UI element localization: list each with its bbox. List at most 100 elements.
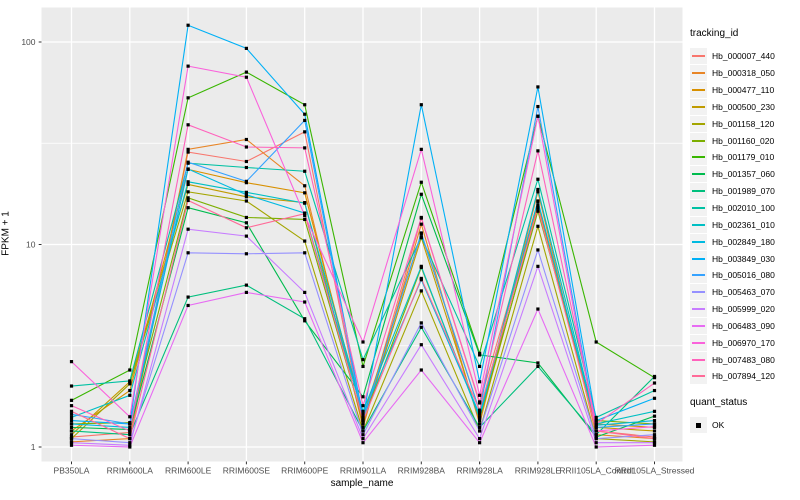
data-point	[303, 191, 307, 195]
data-point	[303, 290, 307, 295]
data-point	[419, 235, 423, 239]
axis-ticks	[38, 41, 655, 465]
data-point	[303, 251, 307, 255]
legend-quant-status: quant_status OK	[690, 397, 800, 434]
legend-entry-Hb_007483_080: Hb_007483_080	[690, 351, 800, 368]
data-point	[419, 231, 423, 235]
data-point	[652, 422, 657, 426]
data-point	[419, 180, 423, 184]
legend-label: Hb_001179_010	[712, 152, 775, 163]
panel-background	[41, 7, 683, 462]
data-point	[186, 227, 190, 231]
data-point	[478, 412, 482, 416]
data-point	[361, 340, 365, 344]
data-point	[186, 196, 190, 200]
legend-entry-Hb_001179_010: Hb_001179_010	[690, 149, 800, 166]
data-point	[594, 445, 598, 449]
data-point	[303, 317, 307, 321]
legend-entry-Hb_005999_020: Hb_005999_020	[690, 301, 800, 318]
data-point	[186, 147, 190, 151]
data-point	[419, 103, 423, 107]
data-point	[536, 248, 540, 252]
x-tick-label: RRIM928BA	[398, 466, 446, 476]
data-point	[361, 437, 365, 441]
y-tick-label: 100	[21, 37, 35, 47]
data-point	[536, 114, 540, 118]
legend-color-line	[692, 55, 705, 58]
x-tick-label: RRIM928LE	[515, 466, 562, 476]
data-point	[244, 221, 248, 225]
data-point	[303, 112, 307, 116]
data-point	[303, 319, 307, 323]
data-point	[478, 422, 482, 426]
data-point	[186, 96, 190, 100]
data-point	[69, 404, 74, 408]
data-point	[244, 252, 248, 256]
data-point	[303, 217, 307, 222]
legend-label: Hb_006970_170	[712, 337, 775, 348]
data-point	[594, 441, 598, 445]
data-point	[69, 429, 74, 433]
legend-label: Hb_005016_080	[712, 270, 775, 281]
legend-entry-Hb_000477_110: Hb_000477_110	[690, 82, 800, 99]
legend-label: Hb_005463_070	[712, 287, 775, 298]
legend-entry-Hb_005016_080: Hb_005016_080	[690, 267, 800, 284]
data-point	[69, 425, 74, 429]
data-point	[478, 364, 482, 369]
data-point	[536, 206, 540, 210]
data-point	[536, 203, 540, 207]
legend-key	[690, 250, 707, 267]
legend-color-line	[692, 89, 705, 92]
data-point	[303, 130, 307, 134]
data-point	[69, 412, 74, 416]
legend-color-line	[692, 72, 705, 75]
legend-entry-ok: OK	[690, 417, 800, 434]
data-point	[361, 358, 365, 362]
data-point	[303, 103, 307, 107]
legend-entry-Hb_006970_170: Hb_006970_170	[690, 334, 800, 351]
data-point	[419, 289, 423, 293]
data-point	[594, 433, 598, 437]
data-point	[186, 160, 190, 164]
legend-entry-Hb_001989_070: Hb_001989_070	[690, 183, 800, 200]
legend-key	[690, 417, 707, 434]
x-tick-label: RRIM600PE	[281, 466, 329, 476]
data-point	[244, 199, 248, 203]
legend-color-line	[692, 173, 705, 176]
data-point	[478, 425, 482, 429]
data-point	[361, 429, 365, 433]
data-point	[69, 384, 74, 388]
x-tick-label: RRIM600SE	[223, 466, 271, 476]
data-point	[244, 226, 248, 230]
x-tick-label: RRIM600LE	[165, 466, 212, 476]
data-point	[652, 396, 657, 400]
data-point	[303, 169, 307, 173]
data-point	[419, 276, 423, 281]
data-point	[419, 343, 423, 347]
data-point	[69, 433, 74, 437]
x-tick-label: RRIM600LA	[107, 466, 154, 476]
legend-entry-Hb_007894_120: Hb_007894_120	[690, 368, 800, 385]
data-point	[186, 123, 190, 127]
legend-entry-Hb_003849_030: Hb_003849_030	[690, 250, 800, 267]
legend-color-line	[692, 207, 705, 210]
legend-key	[690, 284, 707, 301]
legend-key	[690, 166, 707, 183]
legend-key	[690, 351, 707, 368]
data-point	[652, 429, 657, 433]
legend-label: Hb_007483_080	[712, 354, 775, 365]
data-point	[244, 159, 248, 164]
y-tick-label: 10	[26, 240, 36, 250]
data-point	[361, 395, 365, 399]
data-point	[244, 215, 248, 220]
x-tick-label: RRII105LA_Stressed	[615, 466, 695, 476]
legend-entry-Hb_001357_060: Hb_001357_060	[690, 166, 800, 183]
ok-point-swatch	[696, 423, 701, 428]
data-point	[478, 429, 482, 433]
data-point	[69, 415, 74, 420]
data-point	[128, 429, 132, 433]
legend-key	[690, 98, 707, 115]
data-point	[244, 165, 248, 170]
data-point	[652, 441, 657, 445]
y-axis-labels: 1 10 100	[21, 37, 35, 452]
